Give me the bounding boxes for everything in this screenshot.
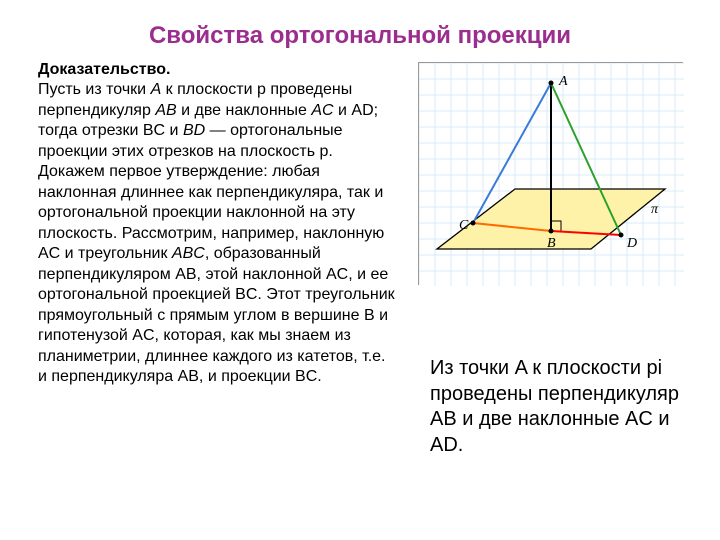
- svg-text:D: D: [626, 236, 637, 251]
- proof-AB: AB: [155, 102, 176, 119]
- svg-text:π: π: [651, 202, 659, 217]
- proof-A: A: [151, 81, 162, 98]
- svg-text:A: A: [558, 74, 568, 89]
- figure-caption: Из точки A к плоскости pi проведены перп…: [430, 356, 690, 458]
- svg-text:C: C: [459, 218, 469, 233]
- proof-ABC: ABC: [172, 245, 205, 262]
- geometry-svg: π A B C D: [419, 63, 684, 286]
- proof-line2b: , образованный перпендикуляром AB, этой …: [38, 245, 395, 385]
- geometry-figure: π A B C D: [418, 62, 683, 285]
- proof-line1c: и две наклонные: [177, 102, 312, 119]
- svg-text:B: B: [547, 236, 556, 251]
- proof-heading: Доказательство.: [38, 61, 170, 78]
- page-title: Свойства ортогональной проекции: [0, 22, 720, 50]
- proof-BD: BD: [183, 122, 205, 139]
- proof-AC: AC: [311, 102, 333, 119]
- proof-text: Доказательство. Пусть из точки A к плоск…: [38, 60, 398, 388]
- proof-line1a: Пусть из точки: [38, 81, 151, 98]
